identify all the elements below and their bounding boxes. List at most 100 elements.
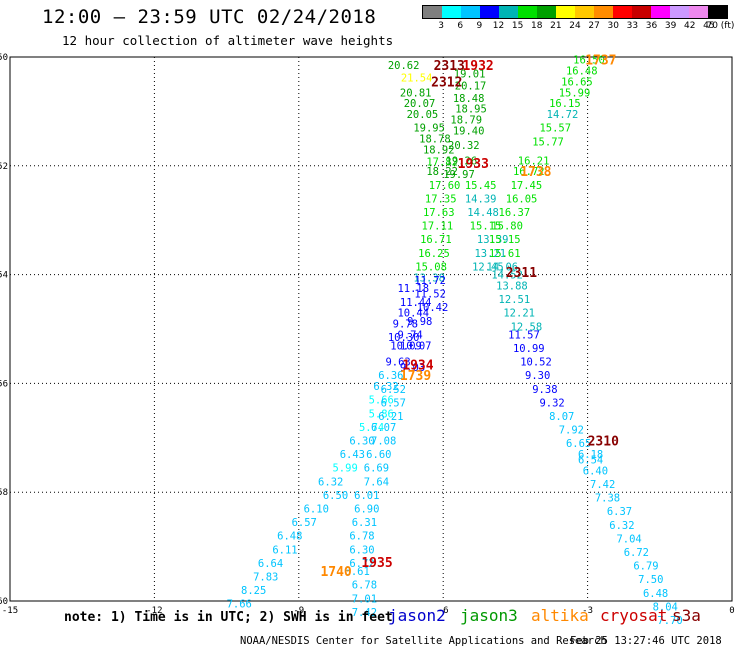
wave-height-point: 17.35 xyxy=(425,193,457,205)
wave-height-point: 7.38 xyxy=(595,493,620,505)
x-tick-label: -6 xyxy=(438,606,449,616)
wave-height-point: 12.58 xyxy=(511,321,543,333)
wave-height-point: 7.01 xyxy=(352,593,377,605)
color-scale-label: 9 xyxy=(476,21,483,31)
page-title: 12:00 – 23:59 UTC 02/24/2018 xyxy=(42,6,377,28)
color-scale-swatch xyxy=(423,6,442,18)
color-scale-swatch xyxy=(575,6,594,18)
grid-layer xyxy=(10,57,732,601)
wave-height-point: 6.01 xyxy=(354,490,379,502)
wave-height-point: 16.25 xyxy=(418,248,450,260)
color-scale-swatch xyxy=(613,6,632,18)
x-tick-label: -9 xyxy=(293,606,304,616)
wave-height-point: 20.32 xyxy=(448,140,480,152)
wave-height-point: 6.43 xyxy=(340,449,365,461)
wave-height-point: 6.64 xyxy=(258,558,283,570)
wave-height-point: 9.38 xyxy=(532,384,557,396)
wave-height-point: 18.79 xyxy=(450,115,482,127)
wave-height-point: 8.07 xyxy=(549,411,574,423)
wave-height-point: 18.92 xyxy=(423,144,455,156)
color-scale-label: 39 xyxy=(664,21,677,31)
wave-height-point: 15.77 xyxy=(532,136,564,148)
wave-height-point: 6.90 xyxy=(354,504,379,516)
wave-height-point: 6.57 xyxy=(381,397,406,409)
wave-height-point: 15.80 xyxy=(491,221,523,233)
wave-height-point: 7.64 xyxy=(364,476,389,488)
wave-height-point: 20.62 xyxy=(388,60,420,72)
color-scale-swatch xyxy=(499,6,518,18)
wave-height-point: 9.30 xyxy=(525,370,550,382)
wave-height-point: 18.22 xyxy=(426,166,458,178)
x-tick-label: 0 xyxy=(729,606,734,616)
wave-height-point: 6.31 xyxy=(352,517,377,529)
pass-time-label: 1738 xyxy=(520,165,551,180)
color-scale-label: 12 xyxy=(492,21,505,31)
wave-height-point: 6.37 xyxy=(607,506,632,518)
pass-time-label: 1737 xyxy=(585,54,616,69)
plot-frame xyxy=(9,56,733,602)
wave-height-point: 7.50 xyxy=(638,574,663,586)
wave-height-point: 14.72 xyxy=(547,109,579,121)
wave-height-point: 12.51 xyxy=(499,294,531,306)
wave-height-point: 6.48 xyxy=(277,531,302,543)
color-scale-label: 6 xyxy=(457,21,464,31)
wave-height-point: 7.04 xyxy=(616,533,641,545)
wave-height-point: 15.15 xyxy=(489,234,521,246)
wave-height-point: 15.08 xyxy=(415,261,447,273)
color-scale-label: 42 xyxy=(684,21,696,31)
wave-height-point: 9.98 xyxy=(407,316,432,328)
pass-time-label: 1739 xyxy=(400,369,431,384)
pass-time-label: 2313 xyxy=(434,59,465,74)
color-scale-swatch xyxy=(670,6,689,18)
wave-height-point: 5.66 xyxy=(369,395,394,407)
wave-height-point: 10.52 xyxy=(520,357,552,369)
wave-height-point: 15.57 xyxy=(539,123,571,135)
wave-height-point: 16.72 xyxy=(513,166,545,178)
color-scale-bar xyxy=(422,5,728,19)
wave-height-point: 6.78 xyxy=(349,531,374,543)
wave-height-point: 18.78 xyxy=(419,134,451,146)
wave-height-point: 9.03 xyxy=(400,362,425,374)
wave-height-point: 18.95 xyxy=(455,104,487,116)
color-scale-swatch xyxy=(651,6,670,18)
wave-height-point: 13.88 xyxy=(496,280,528,292)
wave-height-point: 20.81 xyxy=(400,87,432,99)
footnote: note: 1) Time is in UTC; 2) SWH is in fe… xyxy=(64,610,393,625)
wave-height-point: 10.99 xyxy=(513,343,545,355)
wave-height-point: 13.21 xyxy=(474,248,506,260)
wave-height-point: 6.57 xyxy=(292,517,317,529)
wave-height-point: 6.52 xyxy=(381,384,406,396)
wave-height-point: 6.18 xyxy=(578,449,603,461)
wave-height-point: 16.37 xyxy=(499,207,531,219)
x-tick-label: -12 xyxy=(146,606,162,616)
wave-height-point: 12.21 xyxy=(503,308,535,320)
wave-height-point: 16.15 xyxy=(549,98,581,110)
wave-height-point: 7.42 xyxy=(352,607,377,619)
wave-height-point: 11.57 xyxy=(508,329,540,341)
wave-height-point: 17.82 xyxy=(426,156,458,168)
wave-height-point: 16.21 xyxy=(518,155,550,167)
generated-timestamp: Feb 25 13:27:46 UTC 2018 xyxy=(570,635,722,647)
color-scale-label: 21 xyxy=(550,21,562,31)
legend-item-altika: altika xyxy=(531,606,589,625)
wave-height-point: 6.54 xyxy=(578,455,603,467)
legend-item-jason2: jason2 xyxy=(388,606,446,625)
axis-ticks: -15 -12 -9 -6 -3 0 -50 -52 -54 -56 -58 -60 xyxy=(0,53,735,616)
color-scale-swatch xyxy=(480,6,499,18)
page-subtitle: 12 hour collection of altimeter wave hei… xyxy=(62,33,394,48)
pass-time-label: 2312 xyxy=(431,75,462,90)
wave-height-point: 15.45 xyxy=(465,180,497,192)
wave-height-point: 19.95 xyxy=(413,123,445,135)
pass-time-label: 1932 xyxy=(462,59,493,74)
wave-height-point: 11.72 xyxy=(414,275,446,287)
pass-time-label: 2310 xyxy=(588,435,619,450)
wave-height-point: 20.07 xyxy=(404,98,436,110)
wave-height-point: 17.45 xyxy=(511,180,543,192)
color-scale-label: 18 xyxy=(531,21,543,31)
wave-height-point: 6.65 xyxy=(566,438,591,450)
color-scale-swatch xyxy=(537,6,556,18)
color-scale-label: 3 xyxy=(438,21,444,31)
pass-time-label: 1934 xyxy=(402,358,433,373)
y-tick-label: -56 xyxy=(0,379,8,389)
